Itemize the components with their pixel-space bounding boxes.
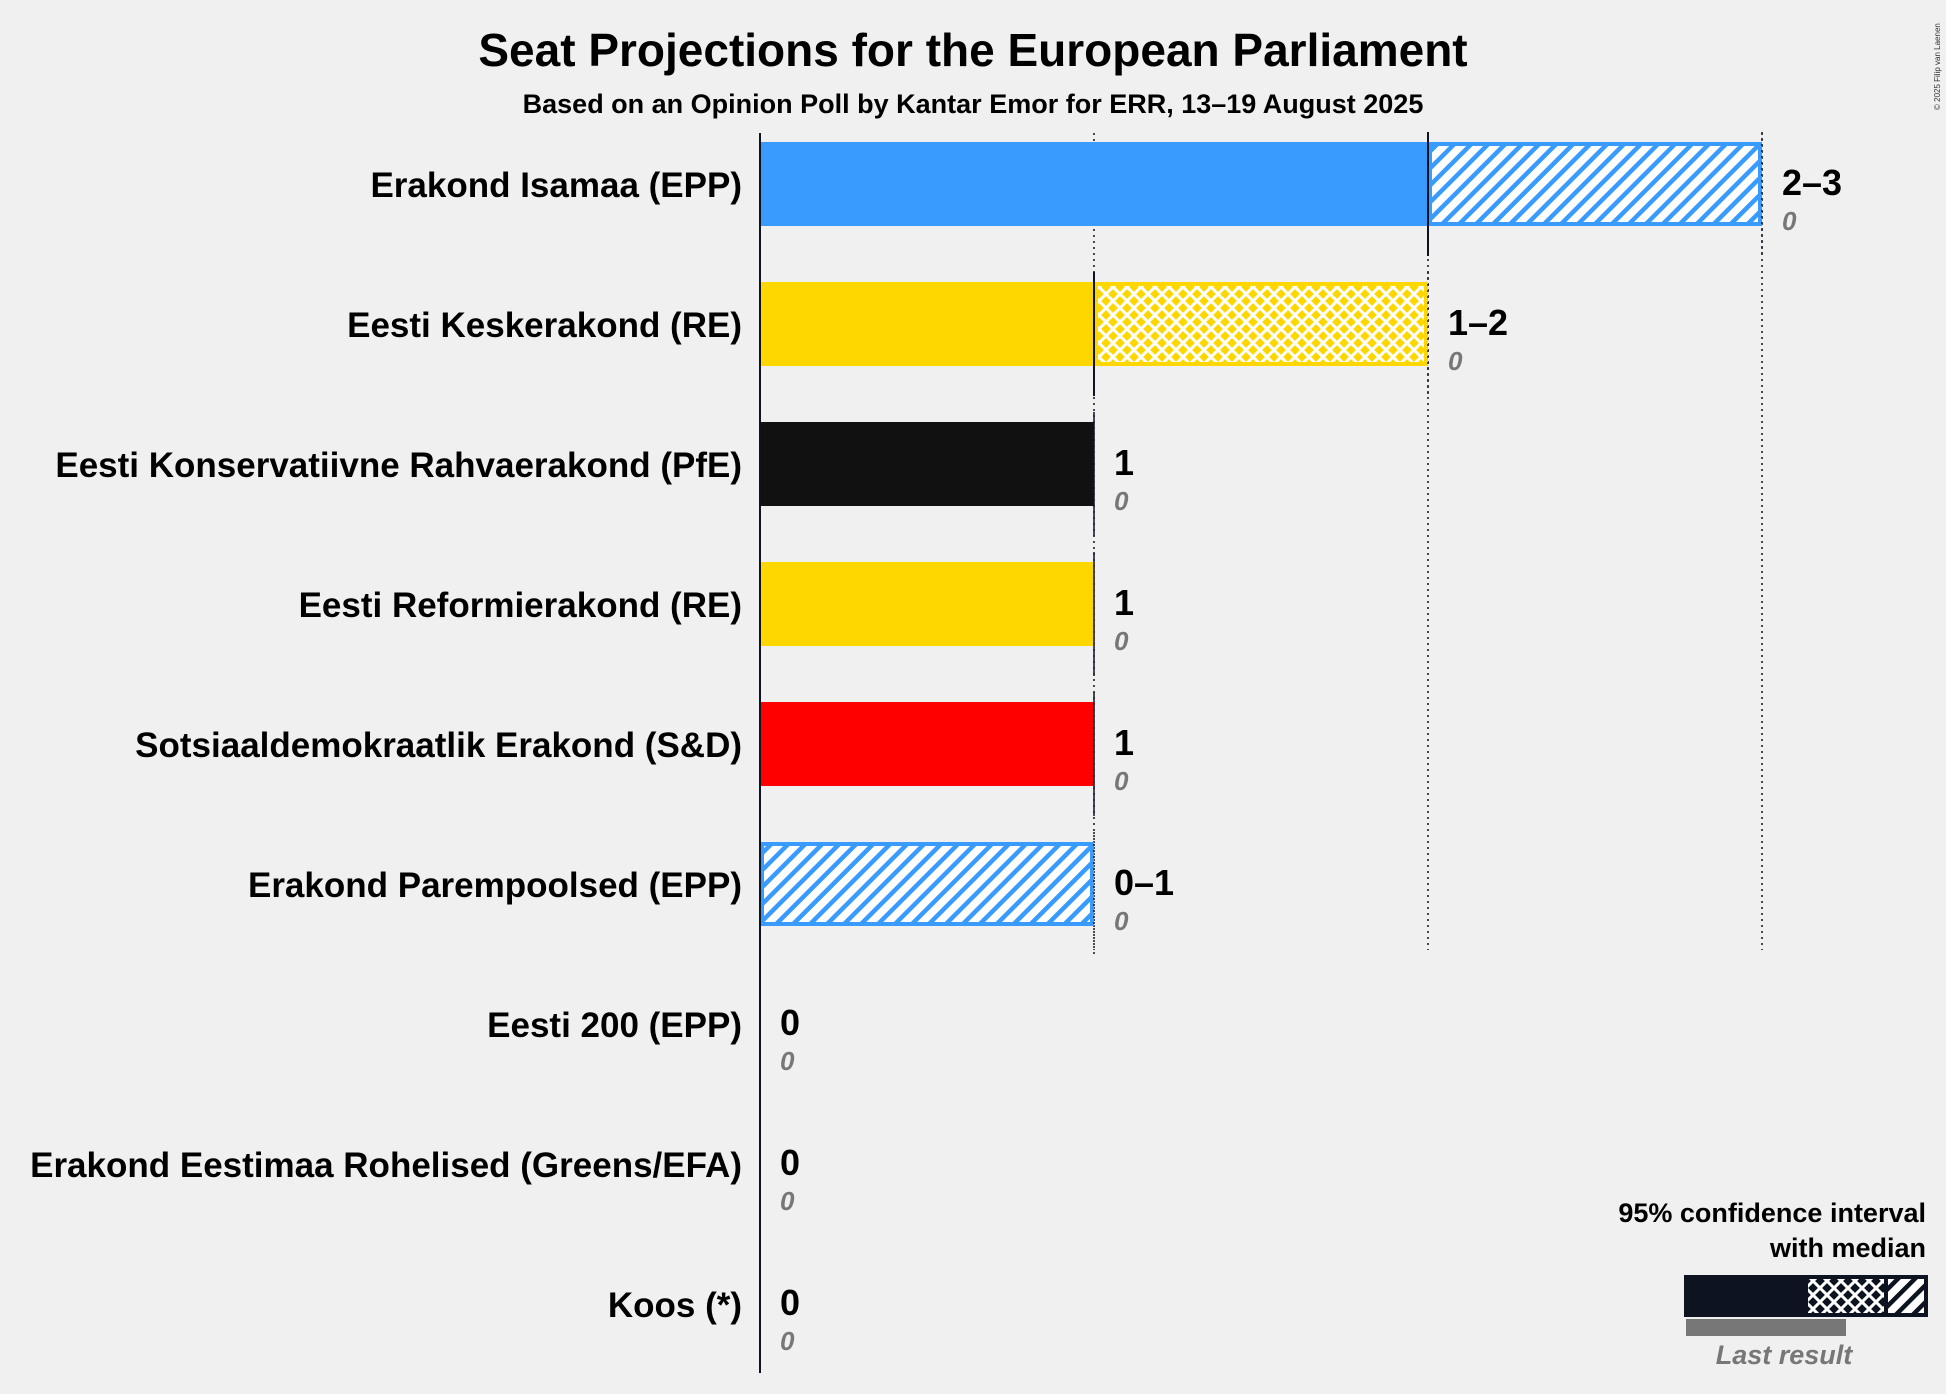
chart-subtitle: Based on an Opinion Poll by Kantar Emor … [523,89,1424,119]
party-label: Erakond Parempoolsed (EPP) [248,866,742,905]
copyright-notice: © 2025 Filip van Laenen [1933,23,1942,110]
range-label: 0 [780,1002,800,1043]
bar-interval [1428,142,1762,226]
chart-title: Seat Projections for the European Parlia… [478,24,1467,76]
legend: 95% confidence interval with median Last r… [1618,1198,1928,1370]
range-label: 1 [1114,722,1134,763]
party-label: Eesti Konservatiivne Rahvaerakond (PfE) [55,446,742,485]
range-label: 1 [1114,582,1134,623]
range-label: 0–1 [1114,862,1174,903]
legend-title-line2: with median [1769,1233,1926,1263]
bar-solid [760,142,1428,226]
range-label: 0 [780,1142,800,1183]
bar-interval [1094,282,1428,366]
last-result-label: 0 [1114,906,1129,936]
range-label: 1–2 [1448,302,1508,343]
party-label: Erakond Eestimaa Rohelised (Greens/EFA) [30,1146,742,1185]
bar-solid [760,562,1094,646]
party-label: Erakond Isamaa (EPP) [370,166,742,205]
legend-interval-hatch [1884,1275,1928,1317]
legend-solid [1684,1275,1806,1317]
party-label: Eesti Reformierakond (RE) [299,586,742,625]
last-result-label: 0 [1114,486,1129,516]
legend-last-bar [1686,1319,1846,1336]
party-label: Sotsiaaldemokraatlik Erakond (S&D) [135,726,742,765]
party-label: Eesti Keskerakond (RE) [347,306,742,345]
legend-median-hatch [1804,1275,1888,1317]
legend-title-line1: 95% confidence interval [1618,1198,1926,1228]
bar-interval [760,842,1094,926]
last-result-label: 0 [780,1046,795,1076]
legend-last-label: Last result [1716,1340,1854,1370]
last-result-label: 0 [1114,626,1129,656]
bar-solid [760,702,1094,786]
range-label: 0 [780,1282,800,1323]
last-result-label: 0 [1448,346,1463,376]
last-result-label: 0 [1782,206,1797,236]
last-result-label: 0 [1114,766,1129,796]
bar-solid [760,282,1094,366]
last-result-label: 0 [780,1326,795,1356]
last-result-label: 0 [780,1186,795,1216]
party-label: Eesti 200 (EPP) [487,1006,742,1045]
party-label: Koos (*) [608,1286,742,1325]
range-label: 1 [1114,442,1134,483]
range-label: 2–3 [1782,162,1842,203]
bar-solid [760,422,1094,506]
